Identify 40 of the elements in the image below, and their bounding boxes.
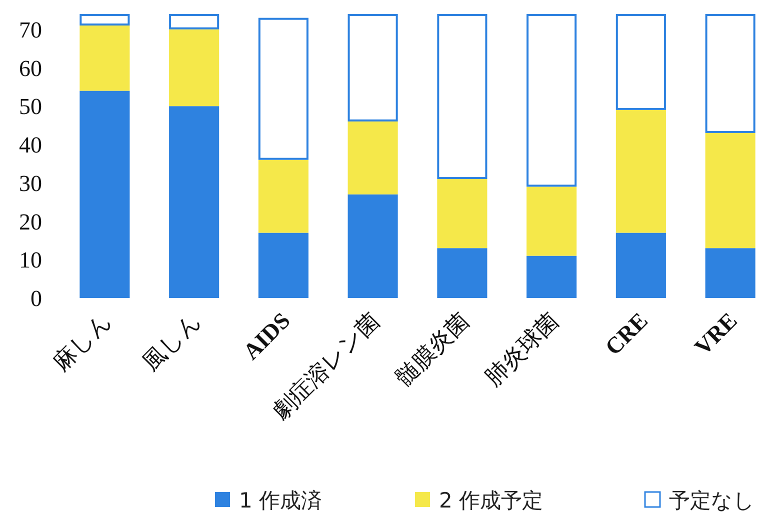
legend-label: 予定なし: [669, 488, 755, 512]
x-tick-label: 麻しん: [48, 308, 116, 376]
bar: [616, 232, 666, 298]
y-tick-label: 40: [19, 132, 42, 158]
y-tick-label: 20: [19, 209, 42, 234]
y-tick-label: 50: [19, 94, 42, 120]
bar: [526, 256, 577, 298]
bar: [258, 232, 308, 298]
bar: [258, 160, 308, 233]
bar: [526, 14, 577, 187]
bar: [169, 29, 220, 106]
y-tick-label: 0: [30, 286, 42, 312]
y-tick-label: 70: [19, 17, 42, 42]
y-tick-label: 10: [19, 248, 42, 273]
bar: [169, 14, 220, 30]
bar: [348, 121, 398, 194]
bar: [437, 14, 488, 180]
bar: [437, 179, 488, 248]
bar: [169, 106, 220, 298]
bar: [705, 14, 756, 133]
bar: [616, 14, 666, 110]
bar: [80, 90, 130, 298]
x-tick-label: VRE: [690, 308, 742, 360]
bar: [616, 110, 666, 233]
bar: [80, 14, 130, 26]
y-tick-label: 60: [19, 56, 42, 81]
x-tick-label: 風しん: [138, 308, 206, 376]
bar: [526, 186, 577, 256]
bar: [437, 248, 488, 298]
bar: [80, 26, 130, 91]
bar: [348, 194, 398, 298]
bar: [705, 132, 756, 248]
bar: [705, 248, 756, 298]
x-tick-label: 髄膜炎菌: [390, 308, 474, 391]
bar: [348, 14, 398, 122]
legend-label: 1 作成済: [239, 488, 322, 512]
bar: [258, 18, 308, 160]
y-tick-label: 30: [19, 170, 42, 196]
x-tick-label: 肺炎球菌: [480, 308, 564, 391]
legend-label: 2 作成予定: [439, 488, 544, 512]
